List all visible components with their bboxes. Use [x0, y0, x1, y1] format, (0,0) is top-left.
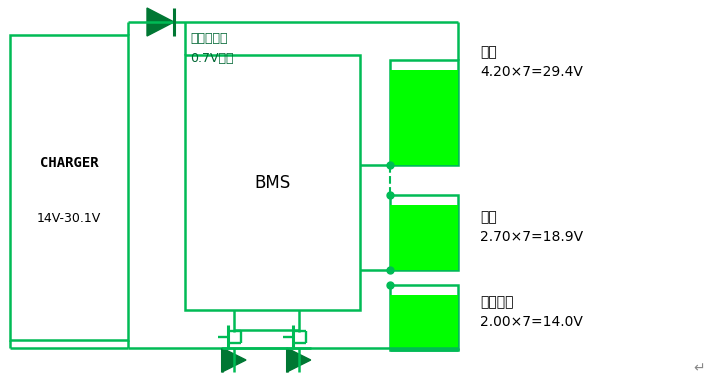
Bar	[185, 55, 360, 310]
Text: 满电: 满电	[480, 45, 497, 59]
Bar	[390, 295, 458, 350]
Text: 4.20×7=29.4V: 4.20×7=29.4V	[480, 65, 583, 79]
Text: BMS: BMS	[254, 173, 290, 192]
Text: 防反肖特基: 防反肖特基	[190, 32, 227, 45]
Text: 深度馈电: 深度馈电	[480, 295, 513, 309]
Polygon shape	[222, 348, 246, 372]
Bar	[390, 285, 458, 350]
Text: CHARGER: CHARGER	[40, 156, 98, 170]
Bar	[390, 70, 458, 165]
Polygon shape	[287, 348, 311, 372]
Text: ↵: ↵	[694, 361, 705, 375]
Bar	[390, 205, 458, 270]
Bar	[390, 195, 458, 270]
Text: 2.00×7=14.0V: 2.00×7=14.0V	[480, 315, 583, 329]
Bar	[390, 60, 458, 165]
Bar	[10, 35, 128, 340]
Text: 14V-30.1V: 14V-30.1V	[37, 211, 101, 224]
Text: 0.7V压降: 0.7V压降	[190, 52, 234, 65]
Text: 馈电: 馈电	[480, 210, 497, 224]
Polygon shape	[147, 8, 174, 36]
Text: 2.70×7=18.9V: 2.70×7=18.9V	[480, 230, 583, 244]
